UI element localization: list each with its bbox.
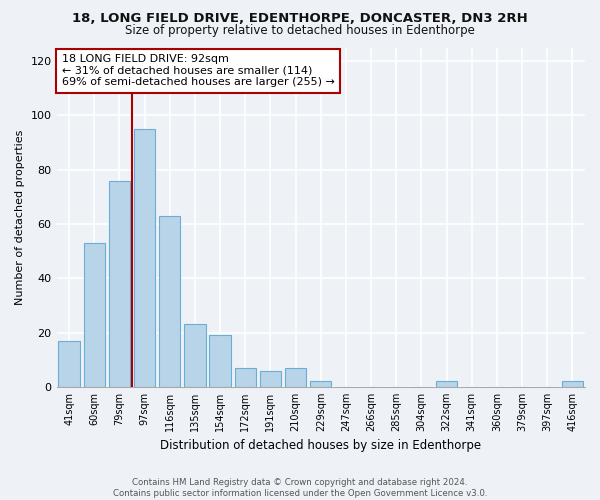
Bar xyxy=(83,243,105,387)
Bar xyxy=(260,370,281,387)
Y-axis label: Number of detached properties: Number of detached properties xyxy=(15,130,25,305)
Bar xyxy=(310,382,331,387)
Text: Size of property relative to detached houses in Edenthorpe: Size of property relative to detached ho… xyxy=(125,24,475,37)
Text: 18 LONG FIELD DRIVE: 92sqm
← 31% of detached houses are smaller (114)
69% of sem: 18 LONG FIELD DRIVE: 92sqm ← 31% of deta… xyxy=(62,54,335,88)
Bar xyxy=(285,368,307,387)
Bar xyxy=(134,129,155,387)
Bar xyxy=(159,216,181,387)
Bar xyxy=(209,336,231,387)
Bar xyxy=(562,382,583,387)
Bar xyxy=(184,324,206,387)
Text: Contains HM Land Registry data © Crown copyright and database right 2024.
Contai: Contains HM Land Registry data © Crown c… xyxy=(113,478,487,498)
X-axis label: Distribution of detached houses by size in Edenthorpe: Distribution of detached houses by size … xyxy=(160,440,481,452)
Text: 18, LONG FIELD DRIVE, EDENTHORPE, DONCASTER, DN3 2RH: 18, LONG FIELD DRIVE, EDENTHORPE, DONCAS… xyxy=(72,12,528,26)
Bar xyxy=(235,368,256,387)
Bar xyxy=(58,341,80,387)
Bar xyxy=(436,382,457,387)
Bar xyxy=(109,180,130,387)
